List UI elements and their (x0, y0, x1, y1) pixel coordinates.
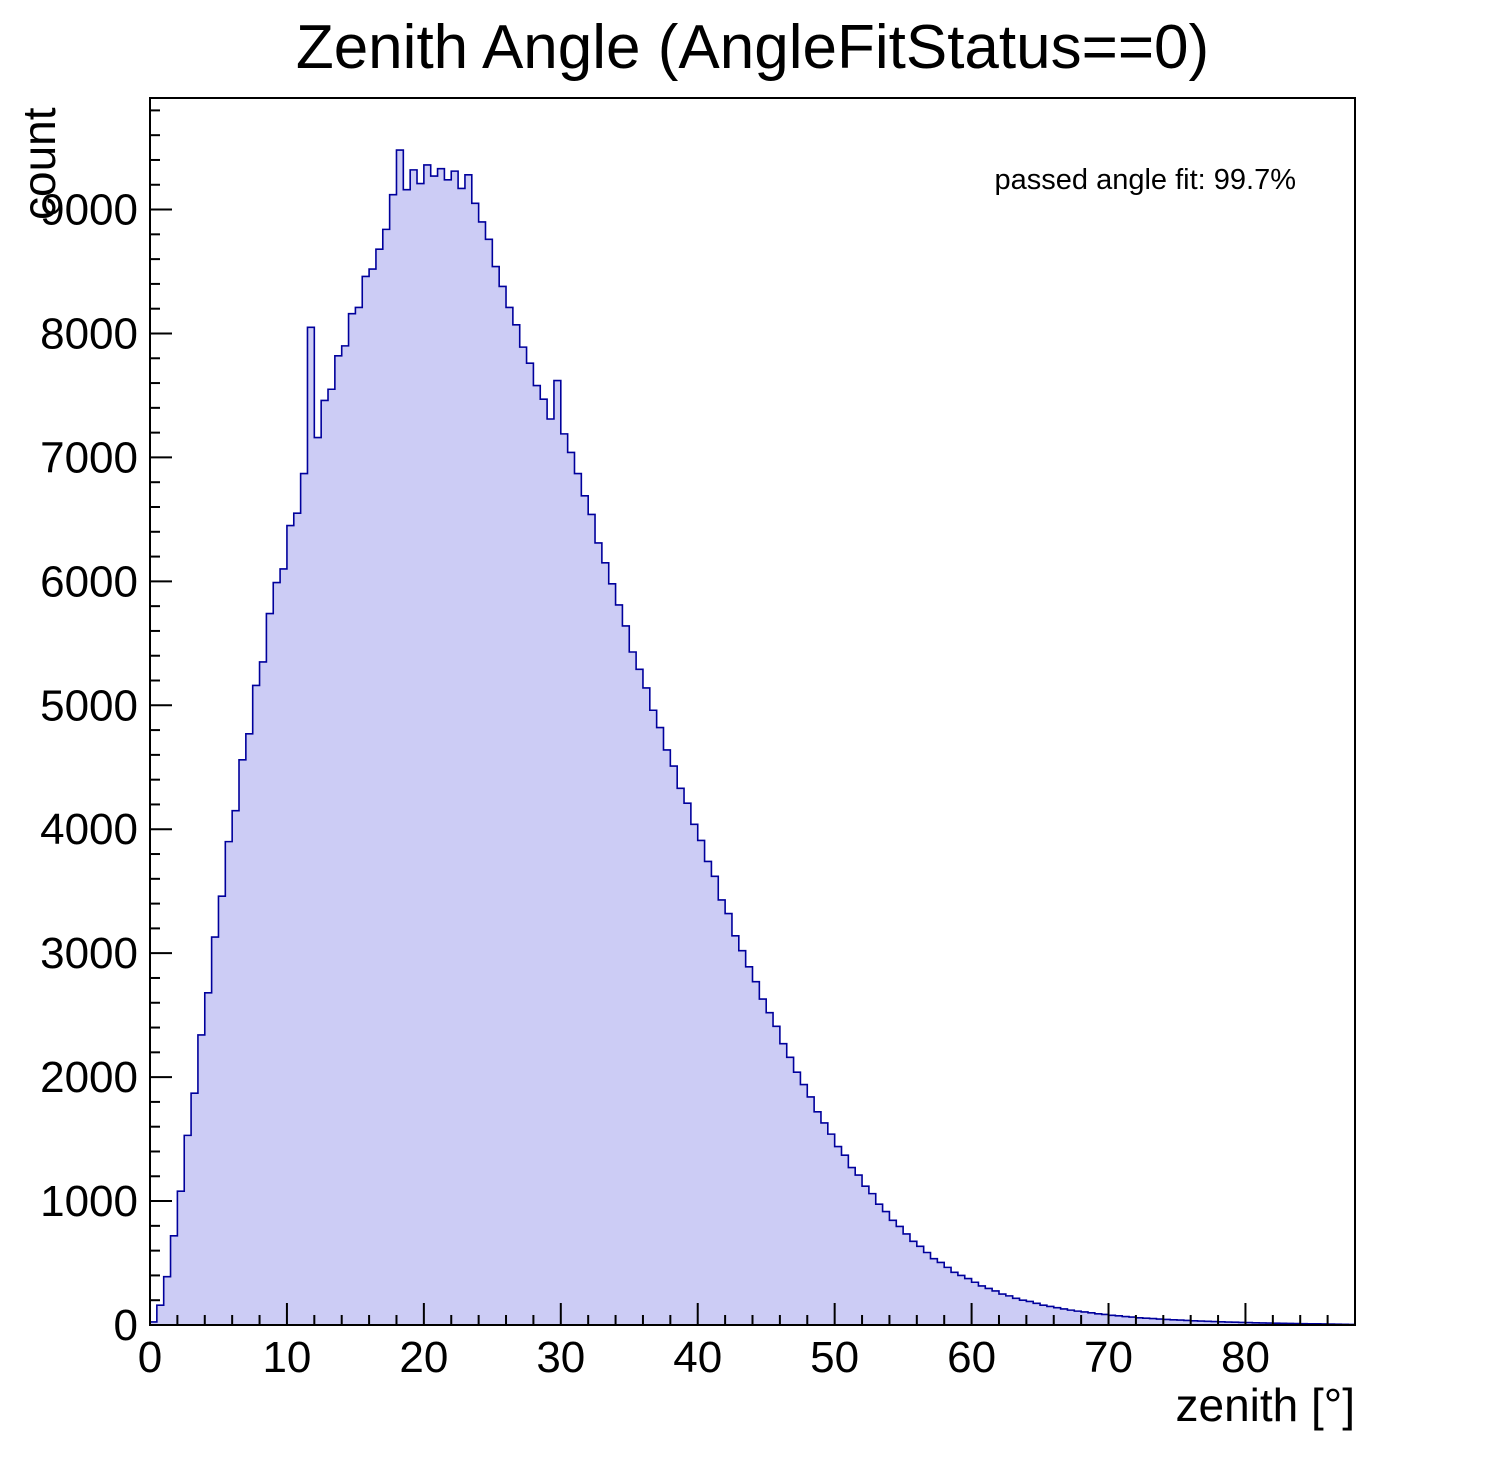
x-tick-label: 20 (399, 1333, 448, 1382)
y-tick-label: 2000 (40, 1053, 138, 1102)
y-tick-label: 3000 (40, 929, 138, 978)
y-tick-label: 8000 (40, 309, 138, 358)
x-tick-label: 40 (673, 1333, 722, 1382)
y-tick-label: 7000 (40, 433, 138, 482)
histogram-path (149, 149, 1356, 1326)
chart-title: Zenith Angle (AngleFitStatus==0) (295, 13, 1210, 82)
x-tick-label: 80 (1221, 1333, 1270, 1382)
y-tick-label: 0 (114, 1301, 138, 1350)
y-tick-label: 9000 (40, 186, 138, 235)
x-tick-label: 60 (947, 1333, 996, 1382)
y-tick-label: 1000 (40, 1177, 138, 1226)
y-tick-label: 6000 (40, 557, 138, 606)
x-tick-label: 70 (1084, 1333, 1133, 1382)
x-tick-label: 50 (810, 1333, 859, 1382)
y-tick-label: 4000 (40, 805, 138, 854)
y-tick-label: 5000 (40, 681, 138, 730)
x-tick-label: 10 (262, 1333, 311, 1382)
annotation-passed-angle-fit: passed angle fit: 99.7% (994, 164, 1296, 196)
x-axis-title: zenith [°] (1175, 1379, 1356, 1431)
x-tick-label: 0 (138, 1333, 162, 1382)
x-tick-label: 30 (536, 1333, 585, 1382)
